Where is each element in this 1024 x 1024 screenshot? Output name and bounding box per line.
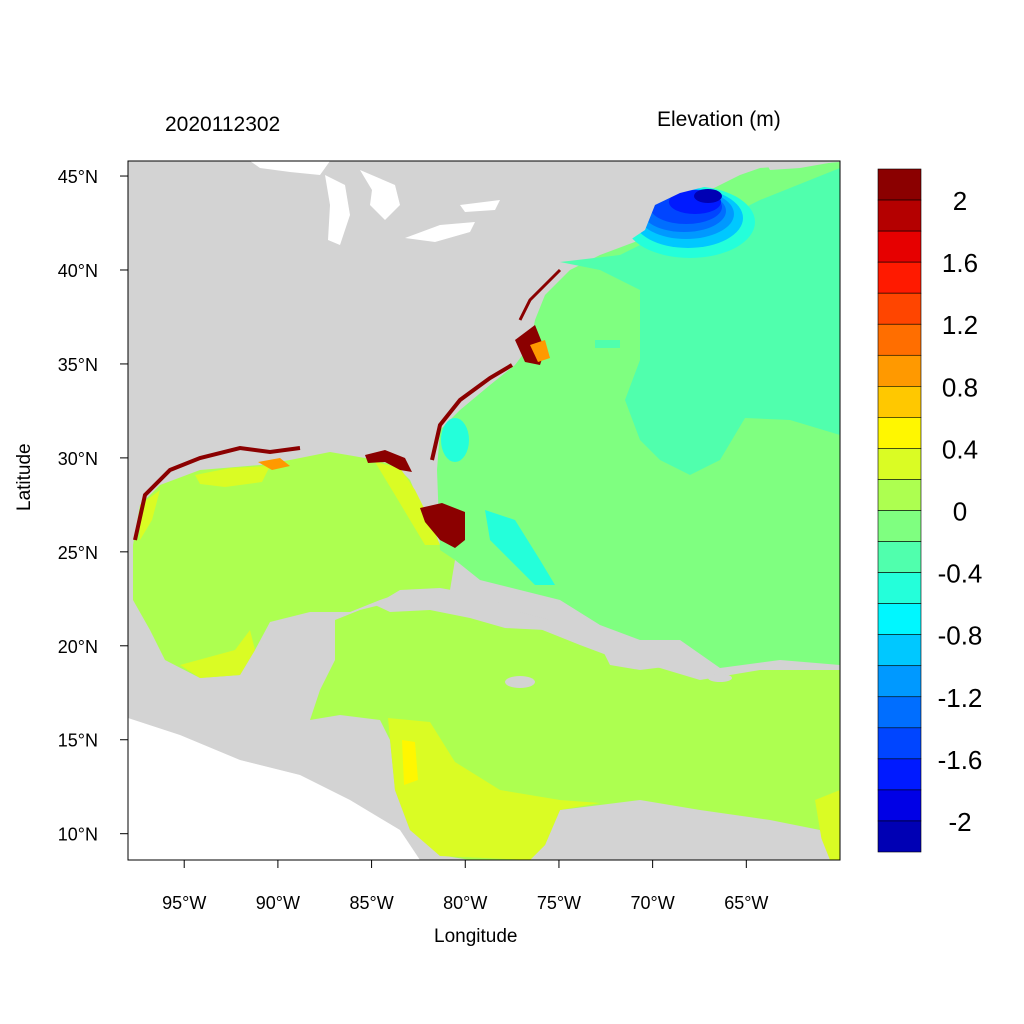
colorbar-bin	[877, 261, 922, 294]
colorbar-bin	[877, 386, 922, 418]
colorbar-bin	[877, 168, 922, 201]
y-tick-label: 30°N	[58, 449, 98, 469]
x-tick-label: 65°W	[724, 893, 768, 913]
venezuela-land	[545, 805, 830, 860]
east-caribbean-band	[815, 790, 840, 860]
colorbar-label: 2	[953, 186, 967, 216]
colorbar-label: -2	[948, 807, 971, 837]
gulf-coast-flooding	[133, 445, 301, 541]
new-england-land	[600, 161, 765, 250]
lake-superior	[250, 161, 330, 175]
jamaica	[505, 676, 535, 688]
colorbar-bin	[877, 634, 922, 667]
colorbar-bin	[877, 820, 922, 853]
y-axis-ticks: 10°N 15°N 20°N 25°N 30°N 35°N 40°N 45°N	[58, 167, 128, 845]
puerto-rico	[708, 674, 732, 682]
hispaniola	[600, 640, 680, 670]
colorbar-label: 0.8	[942, 372, 978, 402]
y-tick-label: 10°N	[58, 825, 98, 845]
x-tick-label: 90°W	[256, 893, 300, 913]
x-axis-ticks: 95°W 90°W 85°W 80°W 75°W 70°W 65°W	[162, 860, 768, 913]
colorbar-bin	[877, 354, 922, 387]
lake-ontario	[460, 200, 500, 212]
gulf-north-band	[195, 466, 270, 487]
colorbar-bin	[877, 479, 922, 511]
x-tick-label: 70°W	[631, 893, 675, 913]
colorbar-bin	[877, 199, 922, 232]
bahamas-zone	[485, 510, 555, 585]
colorbar-bin	[877, 758, 922, 791]
colorbar-bin	[877, 323, 922, 356]
lake-erie	[405, 222, 475, 242]
colorbar-bin	[877, 541, 922, 573]
gulf-of-mexico	[133, 452, 455, 678]
mid-atlantic-flooding	[518, 268, 562, 321]
north-florida-flooding	[365, 450, 412, 472]
colorbar-bin	[877, 789, 922, 822]
south-florida-flooding	[420, 503, 465, 548]
west-florida-band	[375, 462, 440, 545]
map-plot-area	[128, 161, 840, 860]
x-tick-label: 85°W	[349, 893, 393, 913]
colorbar-bin	[877, 665, 922, 698]
nicaragua-coast-zone	[402, 740, 418, 785]
colorbar-bin	[877, 603, 922, 635]
y-tick-label: 20°N	[58, 637, 98, 657]
pamlico-sound-zone	[530, 340, 550, 362]
plot-frame	[127, 160, 841, 861]
colorbar-label: -1.6	[938, 745, 983, 775]
colorbar-label: -0.8	[938, 621, 983, 651]
y-tick-label: 45°N	[58, 167, 98, 187]
y-tick-label: 25°N	[58, 543, 98, 563]
southeast-coast-flooding	[430, 363, 514, 461]
colorbar-bin	[877, 572, 922, 604]
pacific-ocean-mask	[128, 718, 420, 860]
nova-scotia-land	[765, 161, 840, 170]
caribbean-south-band	[388, 718, 600, 860]
colorbar-label: -0.4	[938, 559, 983, 589]
y-tick-label: 15°N	[58, 731, 98, 751]
colorbar-label: -1.2	[938, 683, 983, 713]
colorbar-label: 1.2	[942, 310, 978, 340]
y-tick-label: 35°N	[58, 355, 98, 375]
colorbar-bin	[877, 448, 922, 480]
campeche-band	[180, 630, 255, 678]
colorbar-bin	[877, 417, 922, 449]
x-axis-label: Longitude	[434, 926, 518, 947]
colorbar-bin	[877, 292, 922, 325]
cuba	[375, 588, 550, 630]
colorbar-label: 1.6	[942, 248, 978, 278]
colorbar-bin	[877, 510, 922, 542]
atlantic-patch	[595, 340, 620, 348]
colorbar-label: 0	[953, 497, 967, 527]
timestamp-title: 2020112302	[165, 113, 281, 136]
colorbar-bin	[877, 696, 922, 729]
colorbar-label: 0.4	[942, 434, 978, 464]
lake-huron	[360, 170, 400, 220]
colorbar-bin	[877, 230, 922, 263]
lake-michigan	[325, 175, 350, 245]
atlantic-northeast-zone	[560, 168, 840, 475]
y-tick-label: 40°N	[58, 261, 98, 281]
louisiana-zone	[258, 458, 290, 470]
florida-coast-zone	[441, 418, 469, 462]
variable-title: Elevation (m)	[657, 108, 781, 131]
x-tick-label: 75°W	[537, 893, 581, 913]
gulf-of-maine-7	[694, 189, 722, 203]
colorbar-bin	[877, 727, 922, 760]
x-tick-label: 80°W	[443, 893, 487, 913]
colorbar: 2 1.6 1.2 0.8 0.4 0 -0.4 -0.8 -1.2 -1.6 -2	[877, 168, 983, 853]
x-tick-label: 95°W	[162, 893, 206, 913]
